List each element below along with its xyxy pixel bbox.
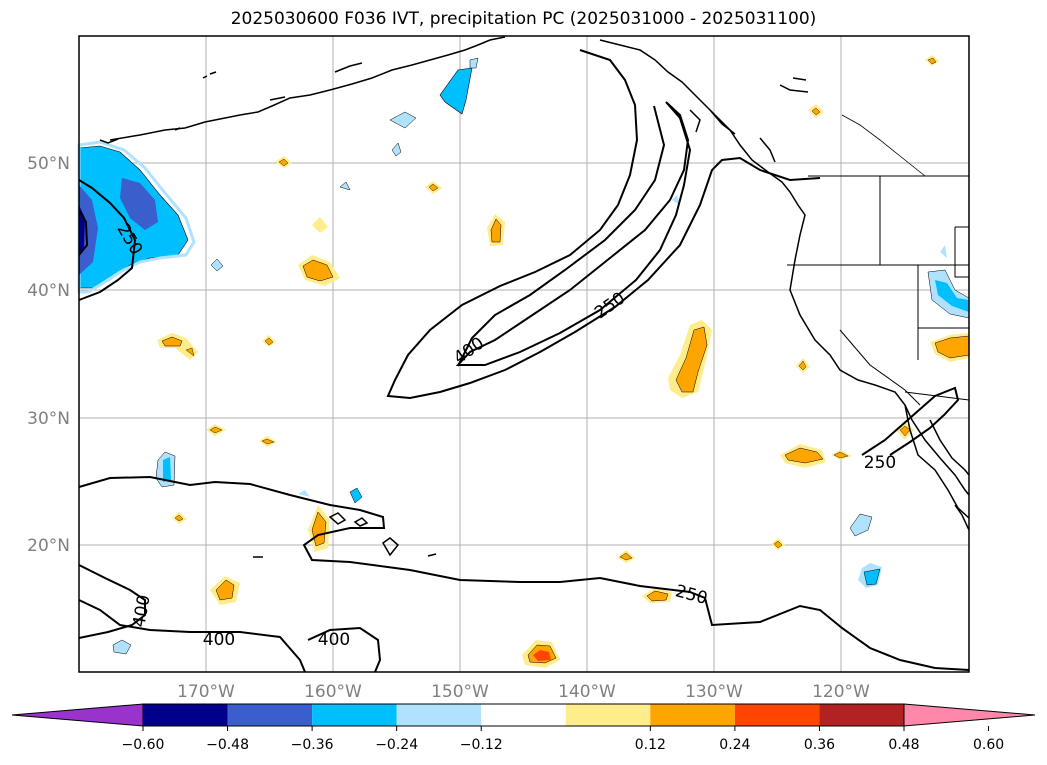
ivt-contour-250-mexico [861, 386, 960, 456]
map-frame [78, 35, 970, 673]
colorbar-segment [396, 704, 482, 726]
ivt-contour-400-west [78, 209, 89, 256]
lat-label-20n: 20°N [27, 536, 70, 556]
colorbar-tick-label: 0.12 [635, 737, 666, 753]
contour-label: 400 [318, 630, 350, 650]
colorbar-tick-label: 0.48 [888, 737, 919, 753]
precip-negative-blob-north [439, 67, 473, 115]
coastlines [99, 36, 970, 558]
ivt-contour-400-southwest-1 [78, 564, 146, 639]
ivt-contour-250-west [78, 179, 137, 301]
ivt-contour-250-river [386, 49, 821, 400]
contour-label: 400 [129, 593, 154, 628]
coastline-bc [599, 39, 970, 496]
ivt-contour-400-southwest-3 [307, 626, 382, 673]
ivt-contour-250-south [78, 475, 970, 671]
colorbar-tick-label: 0.24 [719, 737, 750, 753]
colorbar-tick-label: −0.24 [375, 737, 418, 753]
lat-label-40n: 40°N [27, 281, 70, 301]
colorbar-extend-max [903, 703, 1036, 727]
graticule [79, 36, 969, 672]
colorbar-tick-label: −0.12 [460, 737, 503, 753]
colorbar-segment [481, 704, 566, 726]
colorbar-segment [565, 704, 651, 726]
lon-label-160w: 160°W [304, 682, 362, 702]
colorbar-tick-label: −0.60 [122, 737, 165, 753]
colorbar-tick-label: −0.36 [291, 737, 334, 753]
longitude-labels: 170°W 160°W 150°W 140°W 130°W 120°W [177, 682, 870, 702]
colorbar-segment [312, 704, 397, 726]
colorbar-tick-label: 0.36 [804, 737, 835, 753]
contour-label: 250 [864, 453, 896, 473]
contour-label: 400 [450, 333, 488, 368]
lat-label-30n: 30°N [27, 409, 70, 429]
lon-label-140w: 140°W [558, 682, 616, 702]
precip-anomaly-fills [77, 55, 970, 668]
lon-label-150w: 150°W [431, 682, 489, 702]
map-title: 2025030600 F036 IVT, precipitation PC (2… [230, 9, 817, 29]
state-borders [787, 175, 970, 406]
lon-label-130w: 130°W [685, 682, 743, 702]
colorbar-tick-label: −0.48 [206, 737, 249, 753]
colorbar-extend-min [11, 703, 144, 727]
colorbar-segment [819, 704, 904, 726]
latitude-labels: 50°N 40°N 30°N 20°N [27, 154, 70, 556]
colorbar-tick-label: 0.60 [973, 737, 1004, 753]
lon-label-170w: 170°W [177, 682, 235, 702]
contour-label: 400 [203, 630, 235, 650]
colorbar-segment [143, 704, 228, 726]
lat-label-50n: 50°N [27, 154, 70, 174]
colorbar: −0.60 −0.48 −0.36 −0.24 −0.12 0.12 0.24 0.36 0.4… [11, 703, 1036, 753]
colorbar-segment [734, 704, 820, 726]
precip-negative-core-west [79, 185, 98, 275]
lon-label-120w: 120°W [812, 682, 870, 702]
colorbar-segment [227, 704, 313, 726]
ivt-contour-labels: 250 400 250 250 400 400 400 250 [113, 220, 897, 650]
ivt-contours [78, 49, 970, 673]
contour-label: 250 [673, 581, 710, 609]
colorbar-segment [650, 704, 735, 726]
ivt-contour-400-southwest-2 [78, 599, 306, 673]
hawaii-islands [328, 512, 347, 525]
